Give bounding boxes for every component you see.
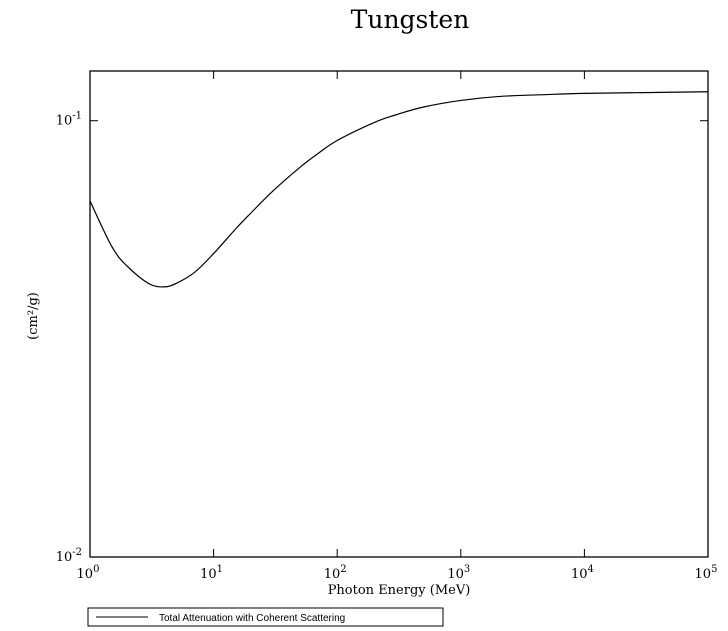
x-tick-base: 10 <box>77 567 94 582</box>
series-layer <box>89 91 709 288</box>
y-tick-base: 10 <box>56 114 73 129</box>
plot-area <box>89 70 709 558</box>
x-tick-base: 10 <box>695 567 712 582</box>
y-tick-exponent: -2 <box>72 547 82 558</box>
y-tick-base: 10 <box>56 550 73 565</box>
x-tick-base: 10 <box>571 567 588 582</box>
y-axis-ticks: 10-110-2 <box>56 111 708 565</box>
legend: Total Attenuation with Coherent Scatteri… <box>87 607 444 627</box>
x-tick-base: 10 <box>447 567 464 582</box>
x-tick-label: 100 <box>77 564 100 582</box>
chart-title: Tungsten <box>351 5 470 34</box>
x-tick-exponent: 0 <box>93 564 99 575</box>
x-tick-exponent: 2 <box>340 564 346 575</box>
x-tick-label: 104 <box>571 564 594 582</box>
y-tick-exponent: -1 <box>72 111 82 122</box>
x-axis-label: Photon Energy (MeV) <box>328 583 471 598</box>
x-tick-exponent: 5 <box>711 564 717 575</box>
y-tick-label: 10-2 <box>56 547 82 565</box>
y-axis-label-text: (cm²/g) <box>26 292 41 340</box>
x-tick-label: 105 <box>695 564 718 582</box>
x-tick-exponent: 4 <box>587 564 593 575</box>
x-axis-ticks: 100 101 102 103 104 105 <box>77 71 718 582</box>
x-tick-label: 102 <box>324 564 347 582</box>
y-tick-label: 10-1 <box>56 111 82 129</box>
x-tick-exponent: 3 <box>464 564 470 575</box>
x-tick-exponent: 1 <box>217 564 223 575</box>
x-tick-base: 10 <box>200 567 217 582</box>
x-tick-label: 101 <box>200 564 223 582</box>
y-axis-label: (cm²/g) <box>26 292 41 340</box>
series-line <box>89 91 709 288</box>
x-tick-label: 103 <box>447 564 470 582</box>
x-tick-base: 10 <box>324 567 341 582</box>
legend-box <box>87 607 444 627</box>
legend-label: Total Attenuation with Coherent Scatteri… <box>159 613 345 624</box>
